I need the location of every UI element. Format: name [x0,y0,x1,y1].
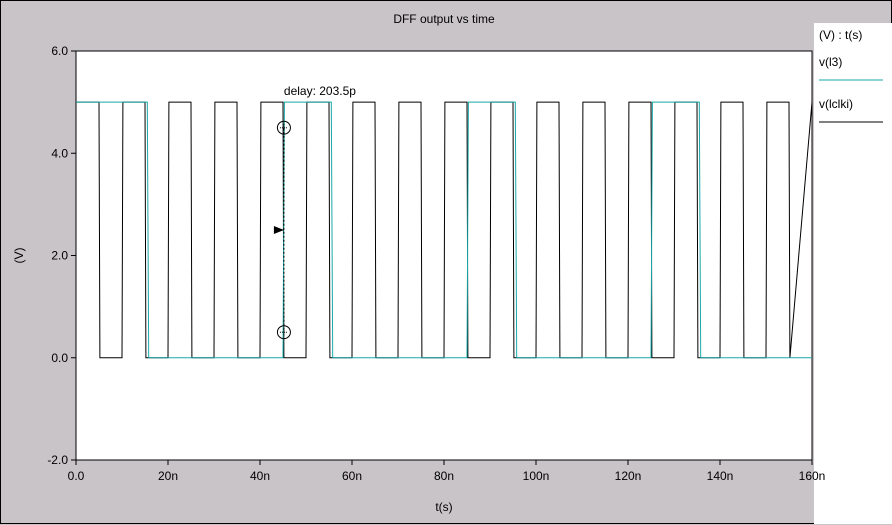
series-line-v(l3) [76,101,812,359]
x-axis-label: t(s) [435,500,452,514]
chart-title: DFF output vs time [393,12,495,26]
x-tick-label: 160n [799,469,826,483]
legend-label[interactable]: v(l3) [819,55,842,69]
y-tick-label: 2.0 [51,249,68,263]
y-tick-label: -2.0 [47,453,68,467]
x-tick-label: 140n [707,469,734,483]
y-axis-label: (V) [12,248,26,264]
x-tick-label: 0.0 [68,469,85,483]
x-tick-label: 20n [158,469,178,483]
x-tick-label: 120n [615,469,642,483]
x-tick-label: 40n [250,469,270,483]
y-tick-label: 6.0 [51,44,68,58]
legend-title: (V) : t(s) [819,28,862,42]
crosshair-marker-icon[interactable] [276,120,291,135]
x-tick-label: 80n [434,469,454,483]
x-tick-label: 60n [342,469,362,483]
legend-panel [814,23,892,524]
y-tick-label: 4.0 [51,146,68,160]
delay-annotation: delay: 203.5p [284,84,356,98]
legend-label[interactable]: v(lclki) [819,97,853,111]
y-tick-label: 0.0 [51,351,68,365]
crosshair-marker-icon[interactable] [276,325,291,340]
x-tick-label: 100n [523,469,550,483]
